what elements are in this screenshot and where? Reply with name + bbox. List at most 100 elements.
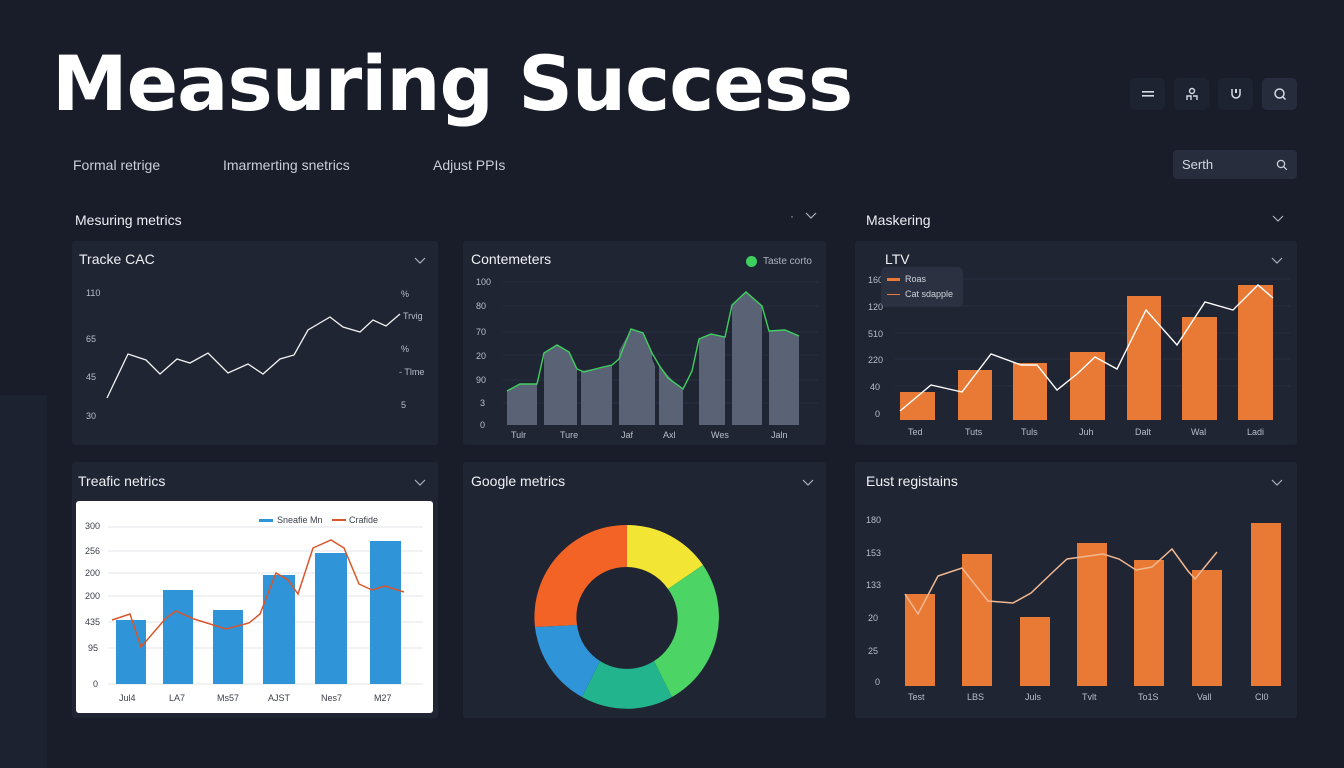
svg-text:LBS: LBS — [967, 692, 984, 702]
svg-text:Ted: Ted — [908, 427, 923, 437]
svg-text:120: 120 — [868, 302, 883, 312]
menu-icon — [1141, 91, 1154, 97]
svg-text:Ladi: Ladi — [1247, 427, 1264, 437]
svg-text:20: 20 — [476, 351, 486, 361]
chevron-down-icon[interactable] — [1271, 257, 1283, 265]
svg-text:Axl: Axl — [663, 430, 676, 440]
svg-text:20: 20 — [868, 613, 878, 623]
chevron-down-icon — [805, 212, 817, 219]
svg-text:0: 0 — [93, 679, 98, 689]
svg-text:AJST: AJST — [268, 693, 291, 703]
card-title: Google metrics — [471, 473, 566, 489]
chart-panel: 300 256 200 200 435 95 0 Sneafie Mn Craf… — [76, 501, 433, 713]
svg-text:220: 220 — [868, 355, 883, 365]
legend-item: Roas — [887, 272, 957, 287]
phone-icon — [1230, 89, 1241, 99]
y-tick: 110 — [86, 288, 100, 298]
nav-item-adjust[interactable]: Adjust PPIs — [433, 157, 506, 173]
section-left-menu[interactable]: · — [790, 209, 817, 223]
right-label: - Tlme — [399, 367, 424, 377]
svg-text:Vall: Vall — [1197, 692, 1211, 702]
svg-text:Juls: Juls — [1025, 692, 1042, 702]
card-title: LTV — [885, 251, 910, 267]
chevron-down-icon[interactable] — [414, 257, 426, 265]
svg-text:Jaf: Jaf — [621, 430, 634, 440]
svg-text:Sneafie Mn: Sneafie Mn — [277, 515, 323, 525]
donut-chart — [534, 524, 719, 709]
svg-text:Wes: Wes — [711, 430, 729, 440]
chevron-down-icon[interactable] — [802, 479, 814, 487]
side-strip — [0, 395, 47, 768]
phone-button[interactable] — [1218, 78, 1253, 110]
legend-line-icon — [887, 293, 900, 296]
section-title-right: Maskering — [866, 212, 931, 228]
svg-text:Tuls: Tuls — [1021, 427, 1038, 437]
right-label: % — [401, 289, 409, 299]
user-button[interactable] — [1174, 78, 1209, 110]
legend-dot-icon — [746, 256, 757, 267]
chevron-down-icon[interactable] — [1272, 215, 1284, 223]
svg-text:Ture: Ture — [560, 430, 578, 440]
card-title: Tracke CAC — [79, 251, 155, 267]
card-eust: Eust registains 180 153 133 20 25 0 Test… — [855, 462, 1297, 718]
svg-text:0: 0 — [480, 420, 485, 430]
bar-line-chart: 300 256 200 200 435 95 0 Sneafie Mn Craf… — [85, 515, 423, 703]
legend-box: Roas Cat sdapple — [881, 267, 963, 307]
svg-text:Test: Test — [908, 692, 925, 702]
line-chart: 110 65 45 30 % Trvig % - Tlme 5 — [86, 288, 424, 421]
area-chart: 100 80 70 20 90 3 0 Tulr Ture Jaf Axl We — [476, 277, 818, 440]
menu-button[interactable] — [1130, 78, 1165, 110]
svg-text:160: 160 — [868, 275, 883, 285]
svg-text:0: 0 — [875, 677, 880, 687]
svg-text:300: 300 — [85, 521, 100, 531]
page-title: Measuring Success — [52, 39, 853, 128]
svg-text:0: 0 — [875, 409, 880, 419]
svg-text:133: 133 — [866, 580, 881, 590]
legend-line-icon — [332, 519, 346, 521]
svg-text:LA7: LA7 — [169, 693, 185, 703]
svg-text:200: 200 — [85, 591, 100, 601]
svg-text:90: 90 — [476, 375, 486, 385]
bar-line-chart: 160 120 510 220 40 0 Ted Tuts Tuls Juh D… — [868, 275, 1290, 437]
nav-item-imarmerting[interactable]: Imarmerting snetrics — [223, 157, 350, 173]
svg-text:Tulr: Tulr — [511, 430, 526, 440]
card-title: Treafic netrics — [78, 473, 166, 489]
legend-swatch-icon — [259, 519, 273, 522]
svg-text:153: 153 — [866, 548, 881, 558]
y-tick: 45 — [86, 372, 96, 382]
bar-line-chart: 180 153 133 20 25 0 Test LBS Juls Tvlt T… — [866, 515, 1281, 702]
right-label: 5 — [401, 400, 406, 410]
svg-text:Dalt: Dalt — [1135, 427, 1152, 437]
search-input[interactable]: Serth — [1173, 150, 1297, 179]
svg-text:3: 3 — [480, 398, 485, 408]
svg-text:40: 40 — [870, 382, 880, 392]
top-toolbar — [1130, 78, 1297, 110]
card-ltv: LTV 160 120 510 220 40 0 Ted Tuts Tuls J… — [855, 241, 1297, 445]
svg-text:Cl0: Cl0 — [1255, 692, 1269, 702]
svg-text:Crafide: Crafide — [349, 515, 378, 525]
svg-text:95: 95 — [88, 643, 98, 653]
svg-text:70: 70 — [476, 327, 486, 337]
svg-text:200: 200 — [85, 568, 100, 578]
card-tracke-cac: Tracke CAC 110 65 45 30 % Trvig % - Tlme… — [72, 241, 438, 445]
search-button[interactable] — [1262, 78, 1297, 110]
svg-text:Tvlt: Tvlt — [1082, 692, 1097, 702]
svg-text:To1S: To1S — [1138, 692, 1159, 702]
user-icon — [1185, 87, 1198, 100]
chevron-down-icon[interactable] — [414, 479, 426, 487]
svg-text:510: 510 — [868, 329, 883, 339]
svg-text:Jul4: Jul4 — [119, 693, 136, 703]
svg-text:Wal: Wal — [1191, 427, 1206, 437]
card-title: Eust registains — [866, 473, 958, 489]
svg-text:Tuts: Tuts — [965, 427, 983, 437]
right-label: Trvig — [403, 311, 423, 321]
svg-text:180: 180 — [866, 515, 881, 525]
card-google: Google metrics — [463, 462, 826, 718]
search-icon — [1276, 159, 1288, 170]
legend-label: Taste corto — [763, 256, 812, 267]
svg-text:256: 256 — [85, 546, 100, 556]
chevron-down-icon[interactable] — [1271, 479, 1283, 487]
section-title-left: Mesuring metrics — [75, 212, 182, 228]
card-contemeters: Contemeters Taste corto 100 80 70 20 90 … — [463, 241, 826, 445]
nav-item-formal[interactable]: Formal retrige — [73, 157, 161, 173]
